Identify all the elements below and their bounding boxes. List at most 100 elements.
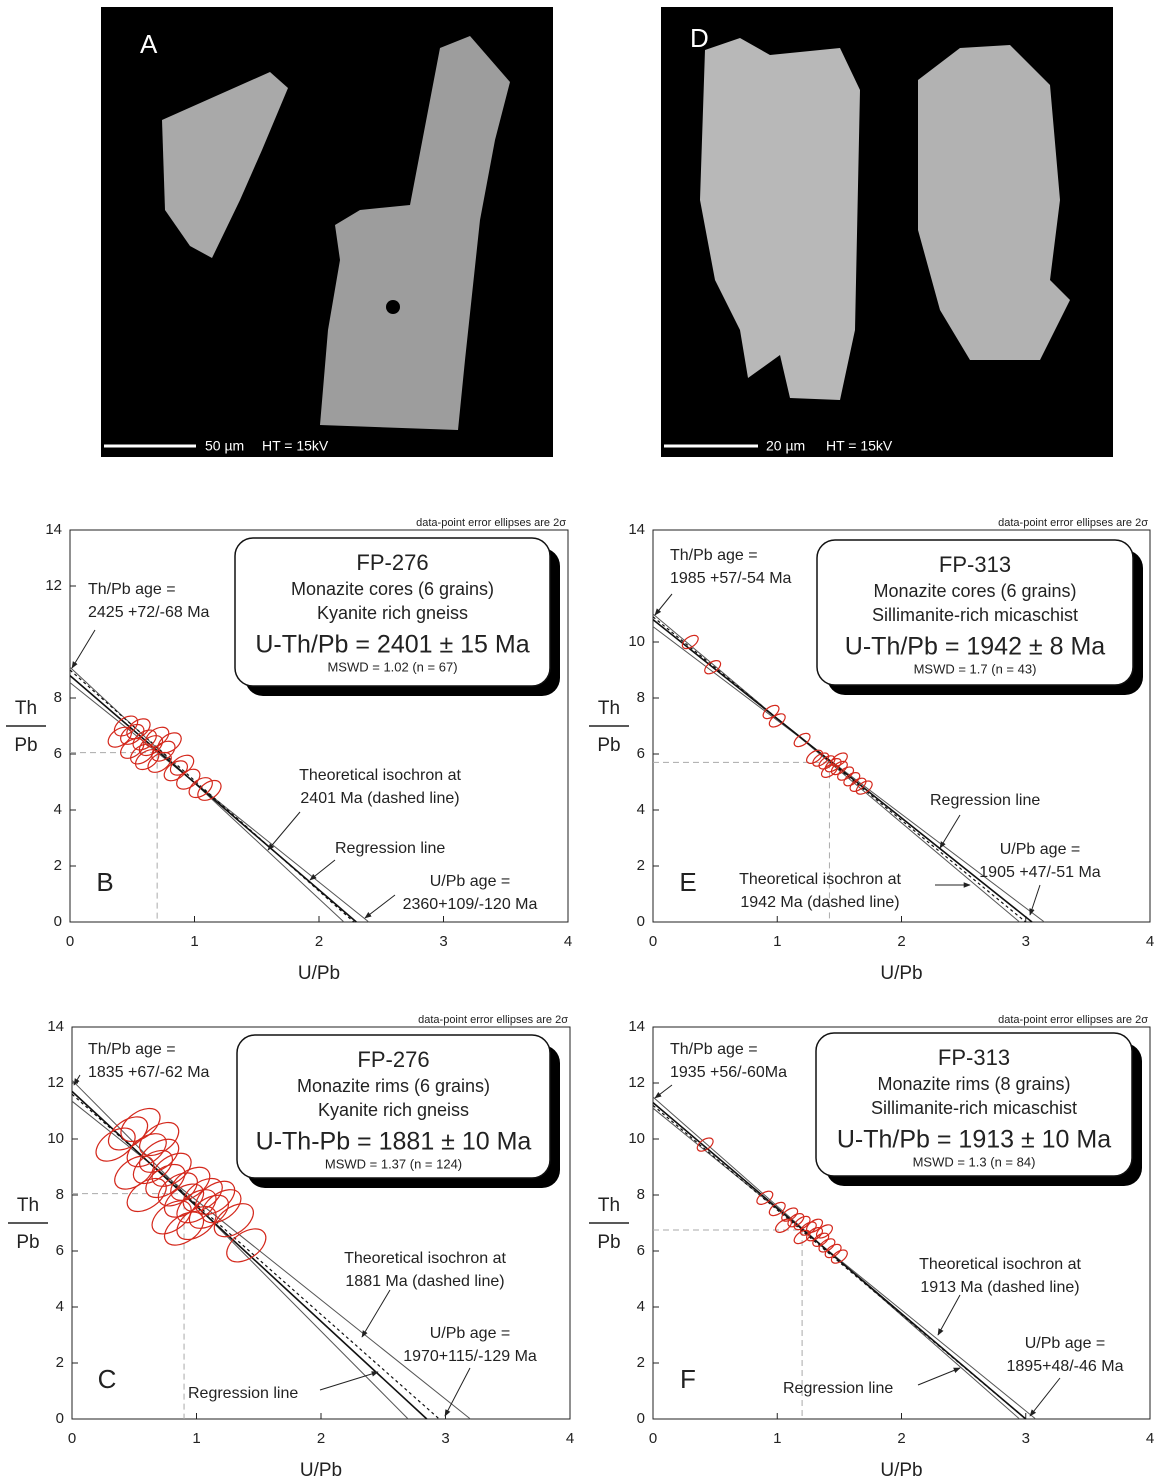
info-box	[815, 1032, 1133, 1177]
error-ellipse	[855, 780, 873, 795]
sample-name: FP-276	[356, 550, 428, 575]
sample-description: Monazite rims (8 grains)	[877, 1074, 1070, 1094]
annotation: 1985 +57/-54 Ma	[670, 570, 792, 587]
annotation: Th/Pb age =	[88, 1041, 176, 1058]
panel-letter: B	[96, 867, 113, 897]
error-ellipse	[837, 766, 855, 781]
y-tick-label: 2	[637, 857, 645, 874]
x-tick-label: 2	[317, 1430, 325, 1447]
annotation: 1970+115/-129 Ma	[403, 1348, 537, 1365]
annotation: U/Pb age =	[430, 1325, 511, 1342]
error-ellipse	[145, 1163, 186, 1199]
error-ellipse	[830, 1249, 848, 1264]
x-tick-label: 4	[564, 933, 572, 950]
error-ellipse	[176, 768, 201, 790]
error-ellipse	[820, 763, 838, 778]
y-tick-label: 12	[47, 1074, 64, 1091]
annotation-arrow	[654, 1084, 673, 1099]
regression-envelope	[652, 626, 1045, 923]
panel-letter: F	[680, 1364, 696, 1394]
error-ellipse	[793, 732, 811, 748]
y-axis-label: Th	[598, 698, 620, 719]
annotation: 2360+109/-120 Ma	[403, 896, 538, 913]
grain	[320, 36, 510, 430]
x-tick-label: 4	[566, 1430, 574, 1447]
x-tick-label: 2	[897, 1430, 905, 1447]
annotation: Th/Pb age =	[88, 581, 176, 598]
error-ellipse	[781, 1207, 799, 1222]
y-tick-label: 0	[56, 1410, 64, 1427]
sem-image-a: A 50 µm HT = 15kV	[101, 7, 553, 457]
annotation: Regression line	[188, 1385, 298, 1402]
error-ellipse	[793, 1215, 811, 1231]
error-ellipse	[157, 732, 182, 754]
x-tick-label: 1	[773, 1430, 781, 1447]
y-axis-label: Pb	[597, 1232, 620, 1253]
sample-name: FP-313	[939, 552, 1011, 577]
error-ellipse	[170, 1166, 211, 1201]
y-tick-label: 14	[628, 1018, 645, 1035]
annotation: Regression line	[335, 840, 445, 857]
y-tick-label: 0	[54, 913, 62, 930]
x-axis-label: U/Pb	[880, 1460, 922, 1481]
annotation: 1905 +47/-51 Ma	[979, 864, 1101, 881]
annotation: 1881 Ma (dashed line)	[345, 1273, 504, 1290]
x-axis-label: U/Pb	[298, 963, 340, 984]
y-tick-label: 14	[628, 521, 645, 538]
error-ellipse	[704, 660, 722, 675]
mswd: MSWD = 1.7 (n = 43)	[914, 661, 1037, 676]
x-tick-label: 4	[1146, 933, 1154, 950]
error-ellipse	[176, 1205, 217, 1241]
annotation-arrow	[267, 811, 301, 851]
y-tick-label: 4	[56, 1298, 64, 1315]
annotation: 1835 +67/-62 Ma	[88, 1064, 210, 1081]
error-ellipse	[95, 1127, 136, 1162]
age-result: U-Th/Pb = 1942 ± 8 Ma	[845, 633, 1105, 661]
error-ellipse	[126, 1177, 167, 1213]
error-ellipse	[163, 760, 189, 782]
error-ellipse	[768, 1201, 786, 1217]
annotation: 1895+48/-46 Ma	[1007, 1358, 1124, 1375]
annotation: Theoretical isochron at	[919, 1256, 1081, 1273]
y-axis-label: Pb	[597, 735, 620, 756]
error-ellipse	[768, 713, 786, 728]
sample-description: Kyanite rich gneiss	[317, 603, 468, 623]
x-tick-label: 4	[1146, 1430, 1154, 1447]
error-ellipse	[830, 760, 848, 776]
annotation: Th/Pb age =	[670, 547, 758, 564]
error-ellipse	[134, 749, 160, 771]
error-ellipse	[824, 758, 842, 773]
x-tick-label: 1	[190, 933, 198, 950]
annotation: Theoretical isochron at	[299, 767, 461, 784]
x-tick-label: 1	[773, 933, 781, 950]
x-tick-label: 0	[649, 1430, 657, 1447]
y-tick-label: 8	[54, 689, 62, 706]
regression-line	[69, 674, 357, 923]
annotation-arrow	[364, 894, 396, 919]
error-ellipse	[815, 1224, 833, 1239]
y-axis-label: Pb	[14, 735, 37, 756]
regression-envelope	[69, 666, 345, 923]
x-axis-label: U/Pb	[300, 1460, 342, 1481]
error-ellipse	[113, 715, 139, 737]
annotation: U/Pb age =	[430, 873, 511, 890]
y-tick-label: 8	[637, 689, 645, 706]
annotation-arrow	[939, 814, 961, 849]
x-tick-label: 2	[897, 933, 905, 950]
panel-letter: E	[679, 867, 696, 897]
ht-label: HT = 15kV	[262, 438, 329, 454]
error-ellipse	[147, 751, 172, 773]
ht-label: HT = 15kV	[826, 438, 893, 454]
panel-letter: A	[140, 29, 158, 59]
annotation-arrow	[1029, 1377, 1061, 1417]
annotation: Regression line	[783, 1380, 893, 1397]
regression-envelope	[652, 613, 1020, 923]
y-tick-label: 8	[56, 1186, 64, 1203]
x-tick-label: 0	[66, 933, 74, 950]
x-tick-label: 0	[649, 933, 657, 950]
error-ellipse	[756, 1190, 774, 1205]
age-result: U-Th-Pb = 1881 ± 10 Ma	[256, 1128, 532, 1156]
x-tick-label: 3	[441, 1430, 449, 1447]
annotation: U/Pb age =	[1000, 841, 1081, 858]
annotation-arrow	[1029, 884, 1041, 916]
